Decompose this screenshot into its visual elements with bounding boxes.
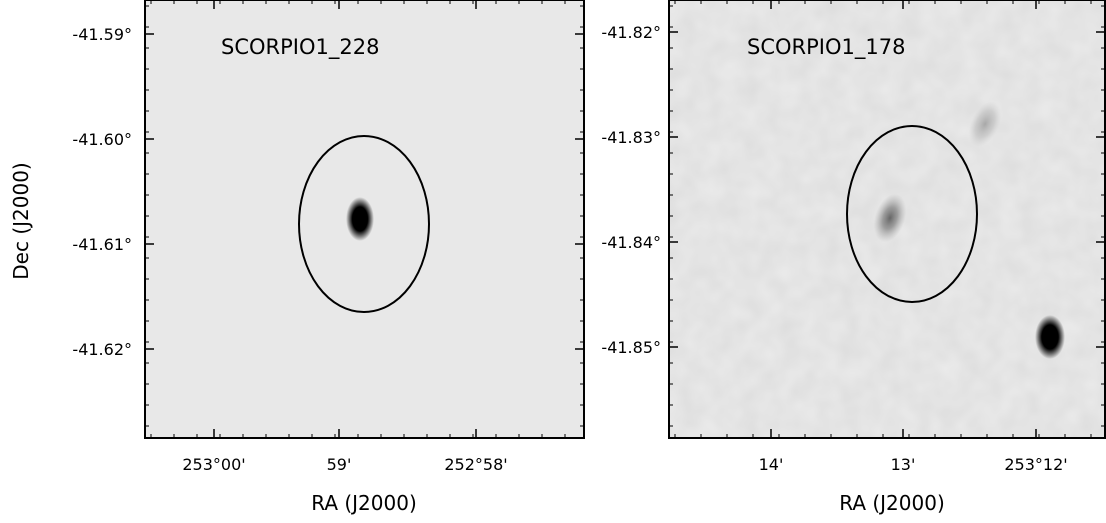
x-tick-label: 14' — [759, 455, 784, 474]
y-tick-label: -41.60° — [72, 130, 132, 149]
y-tick-label: -41.84° — [601, 233, 661, 252]
x-tick-label: 253°00' — [182, 455, 245, 474]
x-axis-label: RA (J2000) — [839, 491, 945, 515]
aperture-ellipse — [298, 135, 430, 313]
aperture-ellipse — [846, 125, 978, 303]
y-tick-label: -41.59° — [72, 25, 132, 44]
panel-scorpio1-228: SCORPIO1_228 -41.59° -41.60° -41.61° -41… — [72, 0, 585, 515]
y-tick-label: -41.85° — [601, 338, 661, 357]
x-tick-label: 59' — [327, 455, 352, 474]
minor-ticks — [145, 0, 584, 438]
x-tick-label: 253°12' — [1004, 455, 1067, 474]
point-source — [346, 197, 374, 241]
faint-source — [873, 193, 907, 243]
point-source — [1035, 315, 1065, 359]
y-tick-label: -41.62° — [72, 340, 132, 359]
panel-scorpio1-178: SCORPIO1_178 -41.82° -41.83° -41.84° -41… — [601, 0, 1106, 515]
minor-ticks — [669, 0, 1105, 438]
y-axis-label: Dec (J2000) — [9, 162, 33, 279]
x-tick-label: 252°58' — [444, 455, 507, 474]
panel-title: SCORPIO1_178 — [747, 35, 905, 60]
y-tick-label: -41.61° — [72, 235, 132, 254]
x-axis-label: RA (J2000) — [311, 491, 417, 515]
x-tick-label: 13' — [891, 455, 916, 474]
y-tick-label: -41.83° — [601, 128, 661, 147]
panel-title: SCORPIO1_228 — [221, 35, 379, 60]
plot-frame — [668, 0, 1106, 439]
y-tick-label: -41.82° — [601, 23, 661, 42]
very-faint-source — [968, 101, 1002, 147]
plot-frame — [144, 0, 585, 439]
